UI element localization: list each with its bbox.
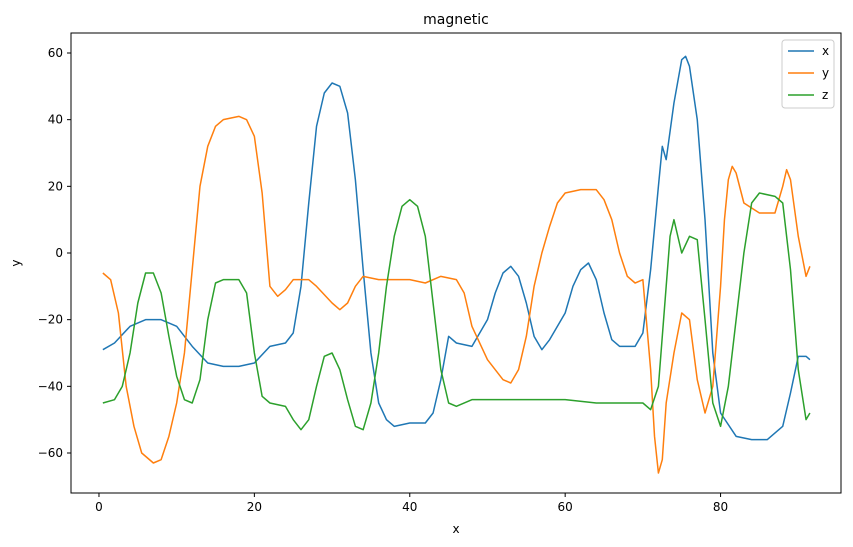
series-line-x	[102, 55, 811, 441]
x-axis-label: x	[452, 522, 459, 536]
legend-label-x: x	[822, 44, 829, 58]
legend-label-y: y	[822, 66, 829, 80]
series-group	[102, 55, 811, 474]
x-axis: 0 20 40 60 80	[95, 493, 728, 514]
legend-label-z: z	[822, 88, 828, 102]
x-tick-label: 0	[95, 500, 103, 514]
y-axis: −60 −40 −20 0 20 40 60	[38, 46, 71, 460]
legend: xyz	[781, 39, 835, 109]
y-axis-label: y	[9, 259, 23, 266]
plot-area-frame	[70, 32, 842, 494]
legend-box	[781, 39, 835, 109]
y-tick-label: 20	[48, 179, 63, 193]
y-tick-label: −40	[38, 379, 63, 393]
y-tick-label: 40	[48, 113, 63, 127]
x-tick-label: 60	[558, 500, 573, 514]
series-line-z	[102, 192, 811, 431]
y-tick-label: −60	[38, 446, 63, 460]
y-tick-label: 0	[55, 246, 63, 260]
series-line-y	[102, 115, 811, 474]
x-tick-label: 80	[713, 500, 728, 514]
y-tick-label: −20	[38, 313, 63, 327]
x-tick-label: 40	[402, 500, 417, 514]
y-tick-label: 60	[48, 46, 63, 60]
chart-title: magnetic	[423, 12, 489, 28]
x-tick-label: 20	[247, 500, 262, 514]
